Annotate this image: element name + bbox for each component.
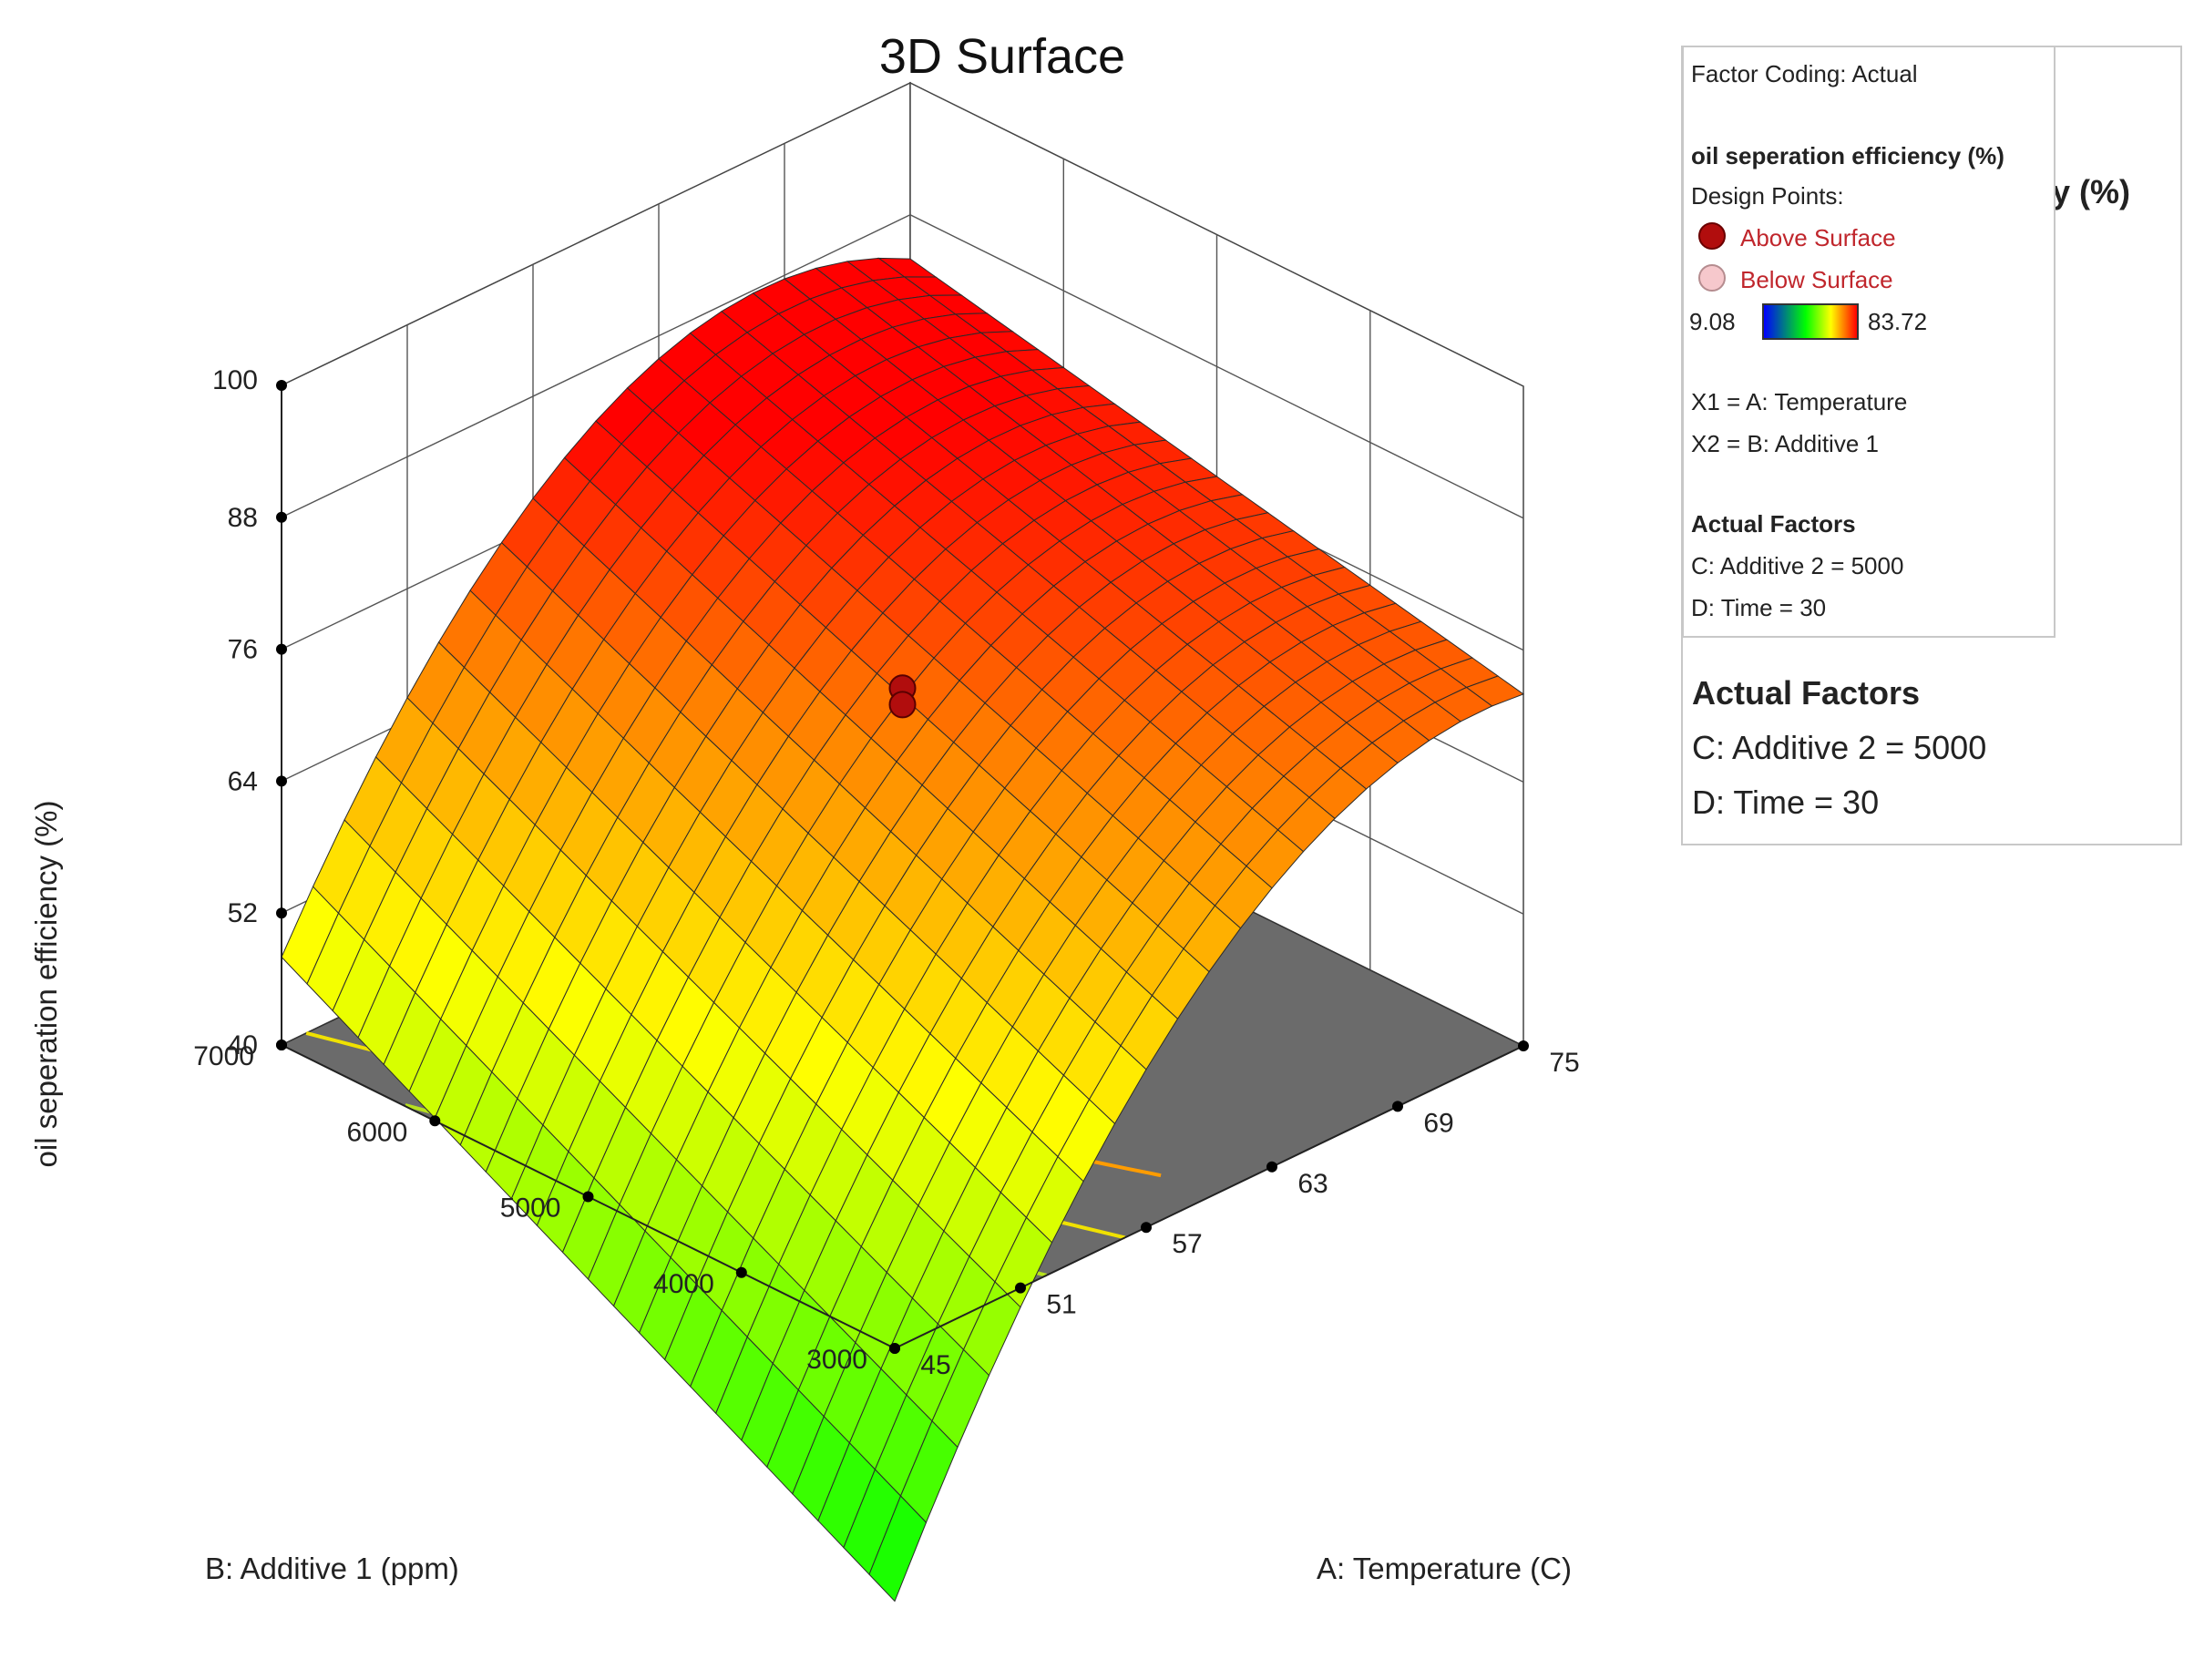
x2-definition: X2 = B: Additive 1 (1691, 430, 1879, 457)
legend-response-name: oil seperation efficiency (%) (1691, 142, 2004, 169)
factor-coding-text: Factor Coding: Actual (1691, 60, 1918, 87)
z-tick-label: 64 (228, 766, 258, 796)
z-axis-label: oil seperation efficiency (%) (29, 801, 63, 1168)
above-surface-marker-icon (1698, 222, 1726, 250)
chart-title: 3D Surface (879, 29, 1125, 84)
z-tick-mark (276, 380, 287, 391)
y-tick-label: 3000 (806, 1345, 867, 1375)
y-tick-label: 6000 (347, 1117, 408, 1147)
below-surface-label: Below Surface (1740, 266, 1893, 293)
x-tick-label: 45 (920, 1350, 950, 1380)
y-tick-label: 4000 (653, 1269, 714, 1299)
z-tick-label: 100 (212, 365, 258, 395)
y-tick-mark (582, 1191, 594, 1203)
z-tick-mark (276, 643, 287, 655)
x-axis-label: A: Temperature (C) (1317, 1552, 1572, 1585)
factor-c-value: C: Additive 2 = 5000 (1691, 552, 1904, 579)
actual-factors-heading-large: Actual Factors (1692, 674, 1921, 712)
factor-d-large: D: Time = 30 (1692, 784, 1880, 821)
x-tick-label: 51 (1046, 1290, 1076, 1320)
factor-c-large: C: Additive 2 = 5000 (1692, 729, 1987, 766)
design-points-label: Design Points: (1691, 182, 1844, 210)
z-tick-label: 88 (228, 503, 258, 533)
z-tick-mark (276, 775, 287, 787)
x-tick-mark (1141, 1222, 1152, 1234)
legend-response-tail: y (%) (2052, 173, 2131, 210)
design-points (888, 674, 917, 719)
x-tick-mark (1518, 1040, 1529, 1051)
legend-panel: Factor Coding: Actual oil seperation eff… (1682, 46, 2056, 638)
design-point (888, 691, 917, 719)
z-tick-mark (276, 511, 287, 523)
factor-d-value: D: Time = 30 (1691, 594, 1827, 621)
z-tick-mark (276, 1040, 287, 1050)
color-scale-min: 9.08 (1689, 308, 1736, 335)
x1-definition: X1 = A: Temperature (1691, 388, 1908, 415)
x-tick-label: 69 (1423, 1108, 1453, 1138)
below-surface-marker-icon (1698, 264, 1726, 292)
z-tick-label: 76 (228, 635, 258, 665)
x-tick-label: 75 (1549, 1048, 1579, 1078)
y-tick-mark (889, 1343, 900, 1354)
y-tick-label: 7000 (193, 1041, 254, 1071)
x-tick-label: 57 (1172, 1229, 1202, 1259)
surface-cell (868, 1495, 928, 1603)
x-tick-mark (1015, 1282, 1026, 1294)
z-tick-label: 40 (228, 1030, 258, 1060)
actual-factors-heading: Actual Factors (1691, 510, 1856, 538)
z-tick-mark (276, 907, 287, 919)
above-surface-label: Above Surface (1740, 224, 1896, 251)
y-tick-mark (735, 1266, 747, 1278)
x-tick-mark (1392, 1101, 1403, 1112)
y-tick-label: 5000 (500, 1193, 561, 1224)
response-surface (281, 257, 1525, 1603)
color-scale-max: 83.72 (1868, 308, 1928, 335)
color-scale-bar (1762, 303, 1859, 340)
x-axis-line (894, 1045, 1524, 1349)
x-tick-label: 63 (1297, 1169, 1328, 1199)
y-axis-label: B: Additive 1 (ppm) (205, 1552, 459, 1585)
wall-gridline (281, 214, 911, 518)
x-tick-mark (1266, 1161, 1277, 1173)
y-tick-mark (429, 1115, 441, 1127)
z-tick-label: 52 (228, 898, 258, 928)
